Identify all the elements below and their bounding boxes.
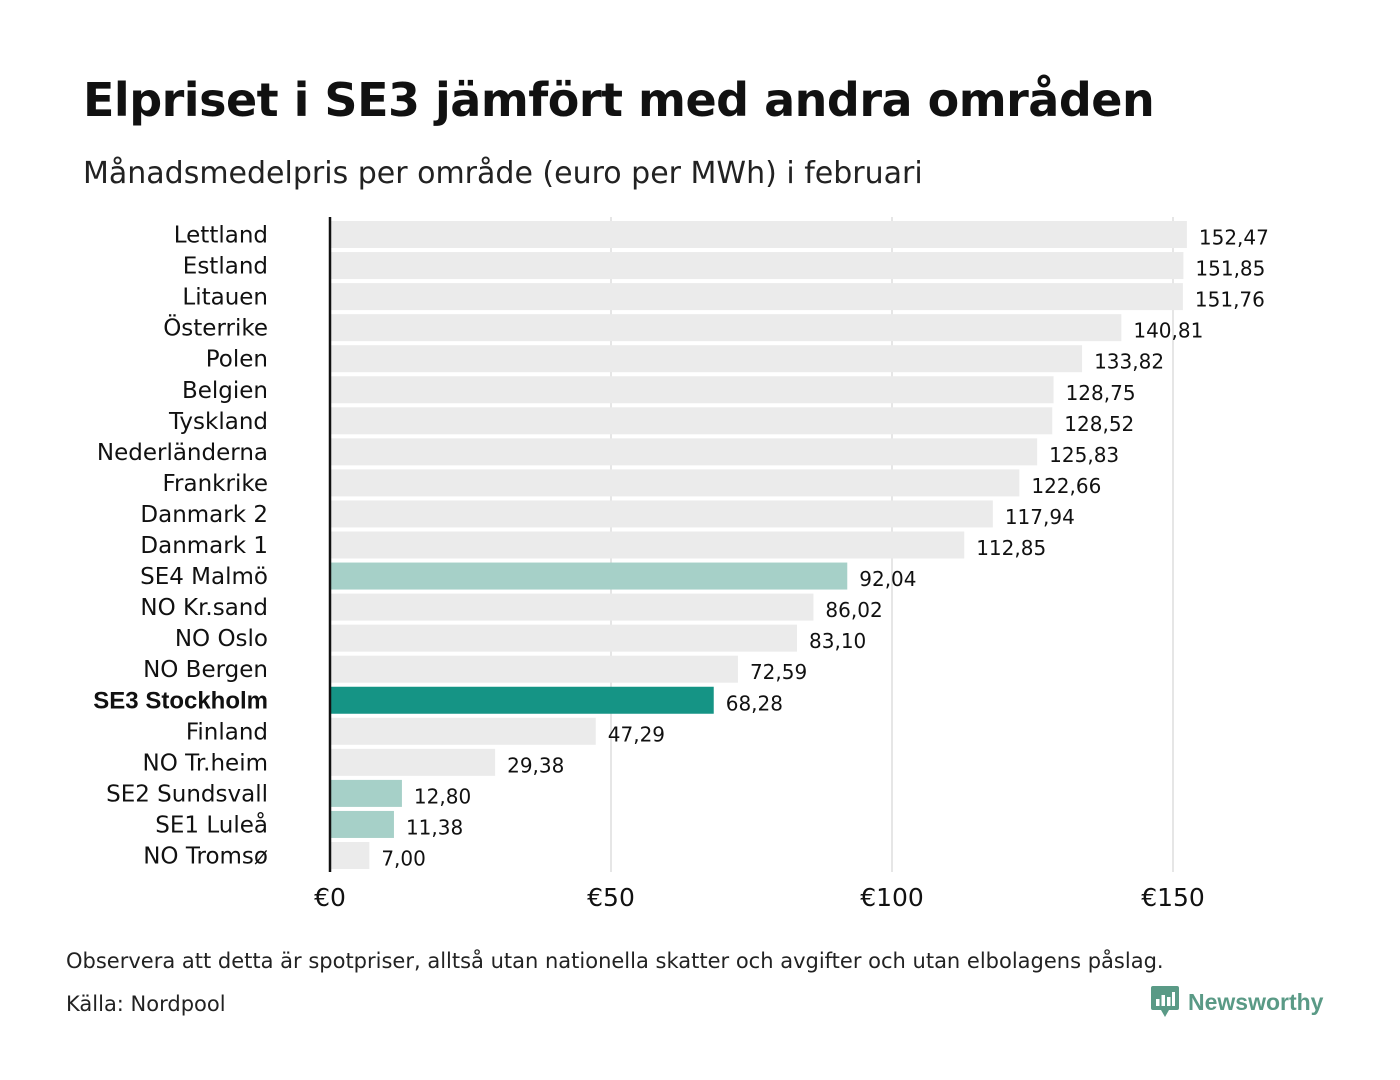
bar-chart: Lettland Estland Litauen Österrike Polen Belg…: [93, 217, 1269, 912]
category-label-layer: Lettland Estland Litauen Österrike Polen Belg…: [93, 223, 268, 870]
category-label: Lettland: [174, 223, 268, 249]
value-label: 72,59: [750, 660, 807, 684]
value-label: 68,28: [726, 691, 783, 715]
bar: [330, 500, 993, 528]
category-label: NO Tr.heim: [143, 750, 268, 776]
footnote: Observera att detta är spotpriser, allts…: [66, 949, 1164, 973]
category-label: NO Oslo: [175, 626, 268, 652]
bar: [330, 252, 1184, 280]
x-tick-label: €100: [860, 883, 924, 912]
category-label: Frankrike: [163, 471, 269, 497]
value-label: 112,85: [976, 536, 1046, 560]
bar: [330, 314, 1122, 342]
source-note: Källa: Nordpool: [66, 992, 226, 1016]
bar: [330, 810, 394, 838]
bar: [330, 562, 848, 590]
value-label: 125,83: [1049, 443, 1119, 467]
x-tick-label: €0: [314, 883, 346, 912]
bar: [330, 221, 1187, 248]
value-label: 128,75: [1066, 381, 1136, 405]
category-label: NO Kr.sand: [140, 595, 268, 621]
category-label: NO Tromsø: [143, 844, 268, 870]
value-label: 83,10: [809, 629, 866, 653]
bar: [330, 345, 1083, 373]
brand-logo: Newsworthy: [1150, 984, 1323, 1020]
bar: [330, 283, 1183, 311]
value-label: 128,52: [1064, 412, 1134, 436]
value-label: 11,38: [406, 815, 463, 839]
bar: [330, 842, 370, 869]
value-label: 122,66: [1031, 474, 1101, 498]
value-label: 7,00: [381, 847, 426, 871]
bar: [330, 376, 1054, 404]
x-tick-label: €150: [1141, 883, 1205, 912]
category-label: Danmark 2: [140, 502, 268, 528]
category-label: Finland: [186, 719, 268, 745]
bar: [330, 531, 965, 559]
category-label: Polen: [206, 347, 268, 373]
value-label: 12,80: [414, 784, 471, 808]
brand-name: Newsworthy: [1188, 988, 1324, 1015]
x-tick-layer: €0 €50 €100 €150: [314, 217, 1205, 912]
category-label: Estland: [183, 254, 268, 280]
chart-title: Elpriset i SE3 jämfört med andra områden: [83, 73, 1155, 127]
bar: [330, 469, 1020, 497]
bar: [330, 655, 738, 683]
category-label: SE2 Sundsvall: [106, 781, 268, 807]
category-label: Danmark 1: [140, 533, 268, 559]
bar: [330, 624, 798, 652]
category-label: SE4 Malmö: [140, 564, 268, 590]
category-label: Nederländerna: [97, 440, 268, 466]
category-label: Tyskland: [168, 409, 268, 435]
category-label: Österrike: [163, 314, 268, 342]
bar-layer: [330, 221, 1187, 869]
value-label: 92,04: [859, 567, 916, 591]
category-label: Belgien: [182, 378, 268, 404]
category-label: Litauen: [182, 285, 268, 311]
value-label: 117,94: [1005, 505, 1075, 529]
value-label: 140,81: [1133, 319, 1203, 343]
bar: [330, 779, 402, 807]
category-label: SE1 Luleå: [155, 810, 268, 838]
value-label: 29,38: [507, 753, 564, 777]
value-label: 152,47: [1199, 226, 1269, 250]
bar: [330, 438, 1038, 466]
newsworthy-icon: [1151, 986, 1179, 1017]
x-tick-label: €50: [587, 883, 635, 912]
value-label: 133,82: [1094, 350, 1164, 374]
chart-subtitle: Månadsmedelpris per område (euro per MWh…: [83, 156, 923, 191]
bar: [330, 686, 714, 714]
bar: [330, 593, 814, 621]
value-label: 151,85: [1195, 257, 1265, 281]
value-label-layer: 152,47 151,85 151,76 140,81 133,82 128,75 128,…: [381, 226, 1269, 871]
category-label: NO Bergen: [143, 657, 268, 683]
bar: [330, 717, 596, 745]
bar: [330, 407, 1053, 435]
value-label: 151,76: [1195, 288, 1265, 312]
category-label: SE3 Stockholm: [93, 687, 268, 714]
bar: [330, 748, 496, 776]
value-label: 47,29: [608, 722, 665, 746]
value-label: 86,02: [825, 598, 882, 622]
